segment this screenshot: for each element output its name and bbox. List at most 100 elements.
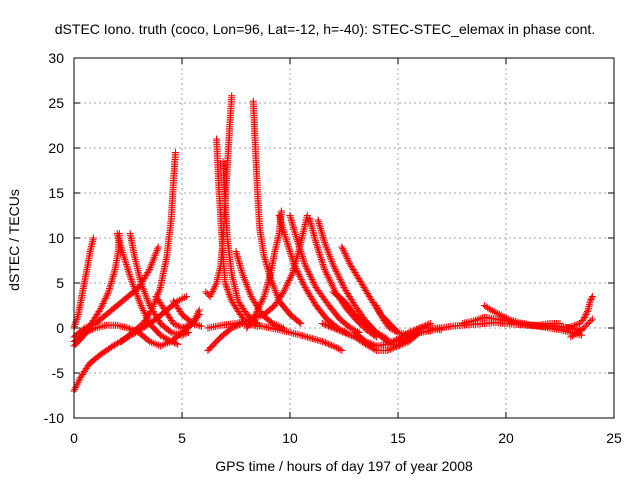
data-point — [304, 267, 312, 275]
data-point — [197, 322, 205, 330]
data-point — [156, 331, 164, 339]
data-point — [283, 239, 291, 247]
data-point — [328, 341, 336, 349]
data-point — [289, 256, 297, 264]
data-point — [74, 312, 82, 320]
series — [459, 313, 564, 329]
data-point — [183, 329, 191, 337]
data-point — [399, 336, 407, 344]
data-point — [146, 338, 154, 345]
data-point — [327, 256, 335, 264]
data-point — [156, 342, 164, 350]
data-point — [98, 301, 106, 309]
data-point — [184, 321, 192, 329]
data-point — [271, 285, 279, 293]
data-point — [588, 294, 596, 302]
data-point — [298, 251, 306, 259]
data-point — [144, 296, 152, 304]
data-point — [298, 277, 306, 285]
data-point — [318, 320, 326, 327]
data-point — [300, 256, 307, 264]
data-point — [329, 259, 337, 267]
data-point — [321, 321, 329, 329]
data-point — [270, 283, 278, 291]
data-point — [147, 338, 155, 346]
data-point — [307, 294, 315, 302]
data-point — [255, 302, 263, 310]
data-point — [239, 272, 247, 280]
data-point — [128, 279, 136, 287]
data-point — [228, 324, 236, 332]
data-point — [153, 314, 161, 321]
data-point — [355, 275, 363, 282]
data-point — [203, 290, 211, 297]
data-point — [126, 271, 134, 279]
data-point — [301, 284, 309, 291]
data-point — [285, 244, 293, 252]
data-point — [487, 306, 495, 314]
data-point — [275, 295, 283, 303]
data-point — [330, 263, 338, 271]
data-point — [152, 250, 160, 258]
series — [556, 293, 596, 332]
data-point — [346, 294, 354, 302]
data-point — [135, 296, 143, 304]
data-point — [583, 308, 591, 315]
data-point — [141, 289, 149, 297]
data-point — [294, 269, 302, 277]
data-point — [303, 264, 311, 272]
data-point — [588, 315, 596, 323]
data-point — [195, 306, 203, 314]
chart-title: dSTEC Iono. truth (coco, Lon=96, Lat=-12… — [55, 21, 595, 37]
data-point — [383, 347, 391, 354]
data-point — [300, 280, 308, 288]
data-point — [320, 338, 328, 346]
data-point — [374, 305, 382, 313]
data-point — [175, 322, 183, 330]
data-point — [360, 284, 368, 291]
data-point — [244, 284, 252, 292]
data-point — [348, 297, 356, 305]
data-point — [297, 320, 305, 327]
data-point — [305, 290, 313, 297]
data-point — [269, 281, 277, 289]
data-point — [287, 251, 295, 259]
data-point — [145, 300, 153, 308]
data-point — [494, 310, 502, 318]
series — [286, 212, 363, 336]
data-point — [222, 281, 230, 289]
data-point — [571, 322, 579, 330]
data-point — [269, 280, 277, 288]
data-point — [202, 288, 210, 296]
data-point — [328, 258, 336, 266]
data-point — [315, 249, 323, 257]
data-point — [211, 282, 219, 290]
data-point — [328, 282, 336, 290]
data-point — [143, 270, 151, 278]
data-point — [332, 267, 340, 275]
data-point — [134, 293, 142, 301]
data-point — [314, 244, 322, 252]
data-point — [581, 312, 589, 320]
data-point — [361, 285, 369, 293]
data-point — [355, 276, 363, 284]
data-point — [124, 266, 132, 273]
data-point — [496, 311, 504, 318]
data-point — [257, 299, 265, 307]
data-point — [227, 295, 235, 303]
data-point — [143, 295, 151, 303]
data-point — [364, 290, 372, 297]
data-point — [394, 338, 402, 345]
data-point — [334, 271, 342, 279]
data-point — [391, 343, 399, 351]
data-point — [366, 294, 374, 302]
data-point — [406, 332, 414, 340]
data-point — [287, 272, 295, 280]
data-point — [272, 321, 280, 329]
data-point — [184, 329, 192, 336]
data-point — [132, 289, 140, 297]
data-point — [166, 327, 174, 335]
data-point — [103, 291, 111, 299]
data-point — [285, 246, 293, 254]
data-point — [274, 322, 282, 330]
